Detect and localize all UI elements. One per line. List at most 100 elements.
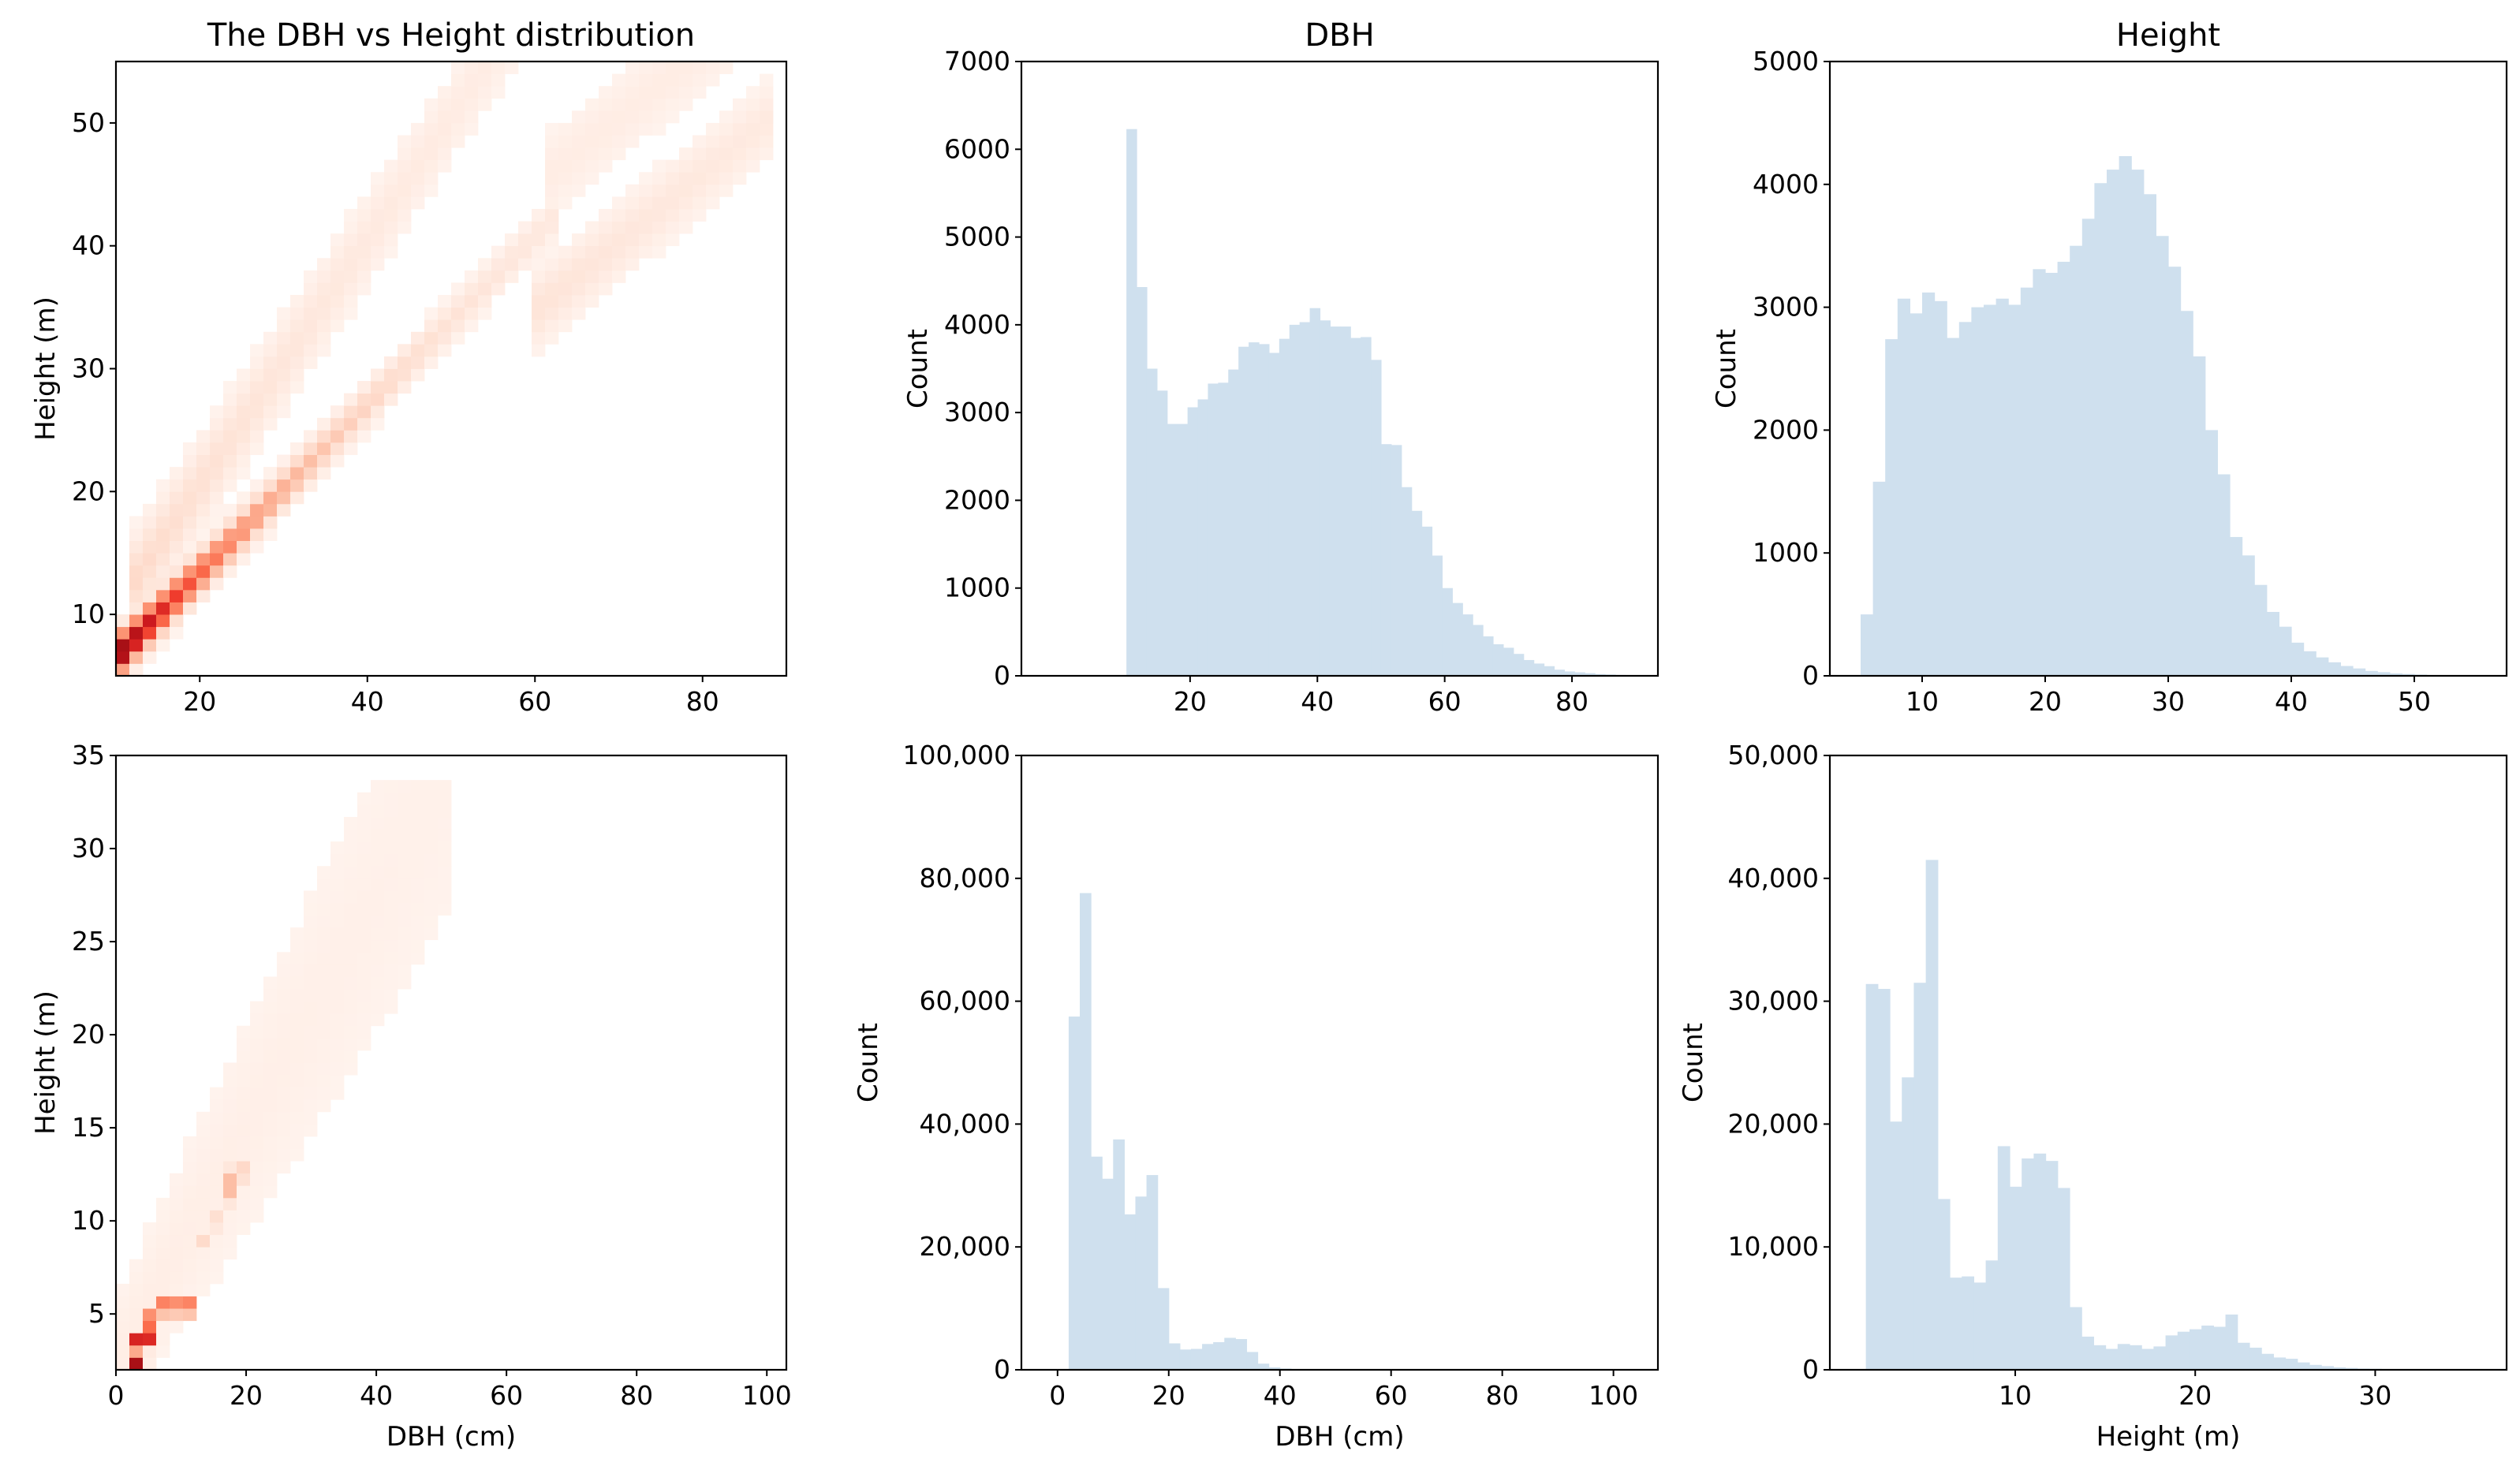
x-tick-label: 30	[2358, 1380, 2391, 1411]
histogram-bar	[1268, 353, 1280, 676]
heatmap-cell	[277, 952, 291, 965]
heatmap-cell	[290, 1025, 304, 1039]
heatmap-cell	[371, 1013, 385, 1027]
histogram-bar	[1190, 1348, 1203, 1370]
heatmap-cell	[263, 1173, 278, 1186]
heatmap-cell	[183, 553, 197, 566]
heatmap-cell	[572, 258, 586, 271]
heatmap-cell	[424, 866, 439, 879]
histogram-bar	[1885, 339, 1898, 676]
heatmap-cell	[344, 927, 358, 941]
heatmap-cell	[411, 841, 425, 855]
heatmap-cell	[585, 221, 599, 234]
histogram-bar	[1135, 1196, 1148, 1370]
panel-title: The DBH vs Height distribution	[207, 17, 695, 54]
heatmap-cell	[317, 1087, 331, 1100]
heatmap-cell	[451, 62, 465, 74]
histogram-bar	[1309, 308, 1321, 676]
heatmap-cell	[438, 780, 452, 793]
histogram-bar	[1080, 893, 1092, 1370]
histogram-bar	[2045, 272, 2059, 676]
heatmap-cell	[183, 589, 197, 602]
heatmap-cell	[129, 577, 144, 591]
heatmap-cell	[398, 841, 412, 855]
heatmap-cell	[733, 110, 747, 124]
y-tick-label: 0	[1802, 660, 1819, 691]
y-axis-label: Count	[902, 329, 934, 408]
heatmap-cell	[344, 417, 358, 431]
heatmap-cell	[223, 1222, 237, 1236]
heatmap-cell	[250, 1197, 264, 1210]
heatmap-cell	[330, 1062, 345, 1076]
heatmap-cell	[156, 503, 170, 517]
histogram-bar	[1202, 1344, 1214, 1370]
heatmap-cell	[183, 1173, 197, 1186]
heatmap-cell	[384, 233, 398, 247]
histogram-bar	[2217, 474, 2231, 676]
histogram-bar	[2177, 1331, 2190, 1370]
heatmap-cell	[465, 73, 479, 87]
heatmap-cell	[612, 122, 626, 136]
heatmap-cell	[223, 1062, 237, 1076]
heatmap-cell	[424, 159, 439, 173]
heatmap-cell	[545, 295, 559, 308]
heatmap-cell	[572, 122, 586, 136]
heatmap-cell	[196, 503, 211, 517]
histogram-bar	[1913, 983, 1927, 1370]
y-tick-label: 0	[1802, 1354, 1819, 1385]
heatmap-cell	[344, 841, 358, 855]
heatmap-cell	[599, 221, 613, 234]
heatmap-cell	[371, 393, 385, 406]
heatmap-cell	[639, 122, 653, 136]
heatmap-cell	[398, 184, 412, 197]
heatmap-cell	[438, 295, 452, 308]
heatmap-cell	[344, 1050, 358, 1063]
histogram-bar	[1973, 1282, 1987, 1370]
histogram-bar	[1177, 423, 1189, 676]
heatmap-cell	[237, 540, 251, 554]
heatmap-cell	[424, 110, 439, 124]
heatmap-cell	[250, 1075, 264, 1088]
heatmap-cell	[424, 915, 439, 928]
heatmap-cell	[317, 915, 331, 928]
heatmap-cell	[263, 503, 278, 517]
heatmap-cell	[129, 1296, 144, 1309]
heatmap-cell	[223, 1197, 237, 1210]
heatmap-cell	[330, 927, 345, 941]
heatmap-cell	[183, 1247, 197, 1260]
heatmap-cell	[143, 639, 157, 652]
heatmap-cell	[357, 841, 371, 855]
histogram-bar	[2081, 218, 2095, 676]
heatmap-cell	[625, 233, 640, 247]
heatmap-cell	[398, 915, 412, 928]
heatmap-cell	[196, 589, 211, 602]
heatmap-cell	[532, 295, 546, 308]
heatmap-cell	[652, 110, 666, 124]
heatmap-cell	[183, 1234, 197, 1248]
heatmap-cell	[250, 1136, 264, 1149]
heatmap-cell	[277, 1099, 291, 1113]
histogram-bar	[1890, 1121, 1902, 1370]
heatmap-cell	[357, 405, 371, 419]
heatmap-cell	[572, 147, 586, 161]
heatmap-cell	[237, 430, 251, 443]
heatmap-cell	[116, 1320, 130, 1334]
heatmap-cell	[693, 184, 707, 197]
heatmap-cell	[398, 816, 412, 830]
histogram-bar	[1934, 300, 1947, 676]
heatmap-cell	[411, 147, 425, 161]
histogram-bar	[2008, 304, 2022, 676]
heatmap-cell	[719, 110, 734, 124]
histogram-bar	[2291, 642, 2305, 676]
heatmap-cell	[223, 1087, 237, 1100]
histogram-bar	[2254, 584, 2268, 676]
heatmap-cell	[679, 147, 693, 161]
histogram-bar	[2141, 1348, 2154, 1370]
heatmap-cell	[612, 270, 626, 283]
heatmap-cell	[599, 270, 613, 283]
histogram-bar	[2045, 1161, 2059, 1370]
heatmap-cell	[371, 172, 385, 185]
heatmap-cell	[545, 245, 559, 259]
heatmap-cell	[223, 528, 237, 542]
